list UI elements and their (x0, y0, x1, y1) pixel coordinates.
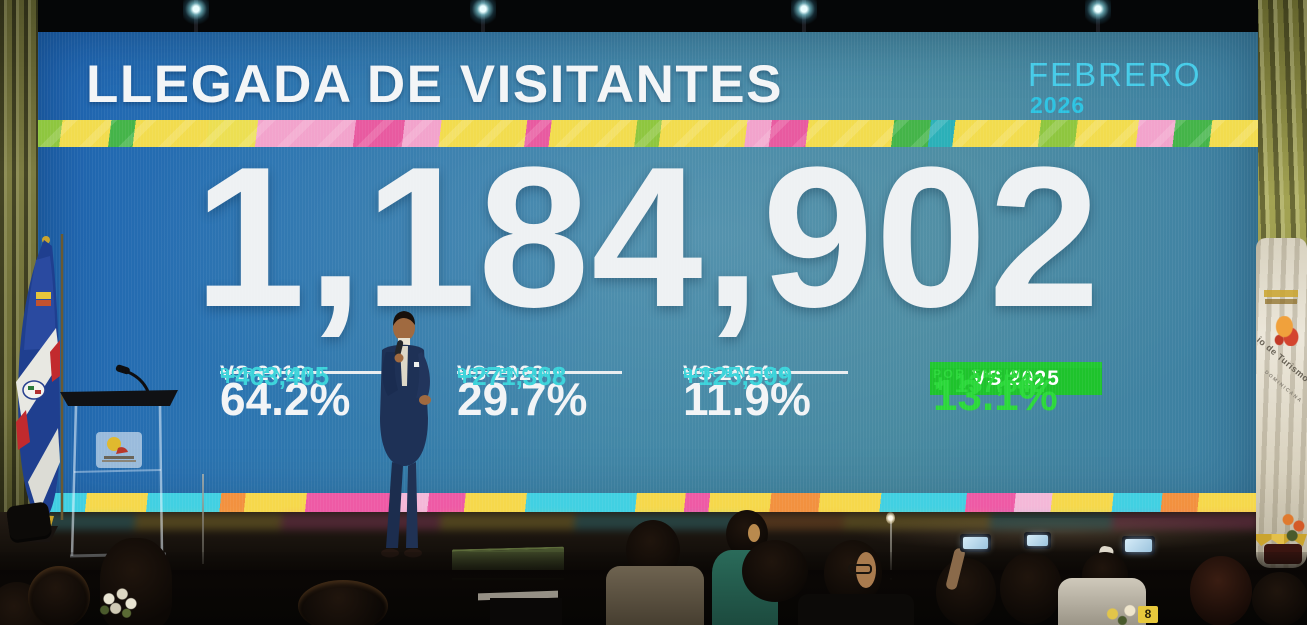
audience-head (936, 558, 996, 625)
phone-camera (1024, 532, 1051, 549)
stat-divider (683, 371, 848, 374)
candle-flame (886, 512, 895, 524)
stat-caption: POR ENCIMA (683, 365, 792, 380)
stat-divider (220, 371, 385, 374)
stage-flower-arrangement (1280, 510, 1307, 542)
stat-delta: + 137,542 (933, 370, 1045, 398)
stat-percent: 11.9% (683, 373, 811, 425)
floor-sheen (850, 518, 1270, 552)
flag-gold-band (1264, 290, 1298, 297)
speaker-presenter (352, 300, 452, 572)
audience-shoulders (606, 566, 704, 625)
laptop (490, 598, 562, 625)
audience-head (742, 540, 808, 602)
tourism-flower-logo-icon (1274, 316, 1300, 346)
stat-divider (457, 371, 622, 374)
audience-head (1190, 556, 1252, 625)
stat-percent: 13.1% (933, 371, 1058, 420)
phone-screen (1027, 535, 1048, 546)
highlight-box: 13.1% + 137,542 POR ENCIMA (930, 362, 1102, 418)
mic-stand (890, 516, 892, 580)
stat-delta: +125,599 (683, 361, 793, 391)
led-screen: LLEGADA DE VISITANTES FEBRERO 2026 1,184… (38, 32, 1258, 515)
screen-month: FEBRERO (1028, 56, 1202, 93)
stat-percent: 64.2% (220, 373, 351, 425)
stat-delta: +463,405 (220, 361, 330, 391)
screen-title: LLEGADA DE VISITANTES (86, 55, 783, 114)
flag-gold-band (1265, 299, 1297, 304)
spotlight-fixture (5, 501, 53, 541)
screen-year: 2026 (1030, 92, 1086, 118)
mic-stand (202, 474, 204, 564)
stat-delta: +271,368 (457, 361, 567, 391)
stat-percent: 29.7% (457, 373, 588, 425)
audience-shoulders (798, 594, 914, 625)
stage-light-icon (183, 0, 209, 30)
stage-light-icon (1085, 0, 1111, 30)
phone-screen (963, 537, 988, 549)
acrylic-podium (58, 360, 183, 570)
audience-face (748, 524, 760, 542)
phone-camera (960, 534, 991, 552)
decorative-band-top (38, 120, 1258, 147)
glasses-icon (848, 564, 872, 574)
stat-caption: POR ENCIMA (220, 365, 329, 380)
table-number-card: 8 (1138, 606, 1158, 623)
stat-caption: POR ENCIMA (457, 365, 566, 380)
audience-head (298, 580, 388, 625)
phone-camera (1122, 536, 1155, 555)
decorative-band-bottom (38, 493, 1258, 515)
stage-light-icon (470, 0, 496, 30)
audience-head (28, 566, 90, 625)
phone-screen (1125, 539, 1152, 552)
stage-light-icon (791, 0, 817, 30)
stat-caption: POR ENCIMA (933, 367, 1035, 381)
audience-face (856, 552, 876, 588)
total-visitors-number: 1,184,902 (194, 126, 1102, 349)
flower-centerpiece (98, 586, 142, 618)
dominican-republic-flag (6, 230, 70, 546)
audience-head (1000, 552, 1062, 624)
audience-head (1252, 572, 1307, 625)
